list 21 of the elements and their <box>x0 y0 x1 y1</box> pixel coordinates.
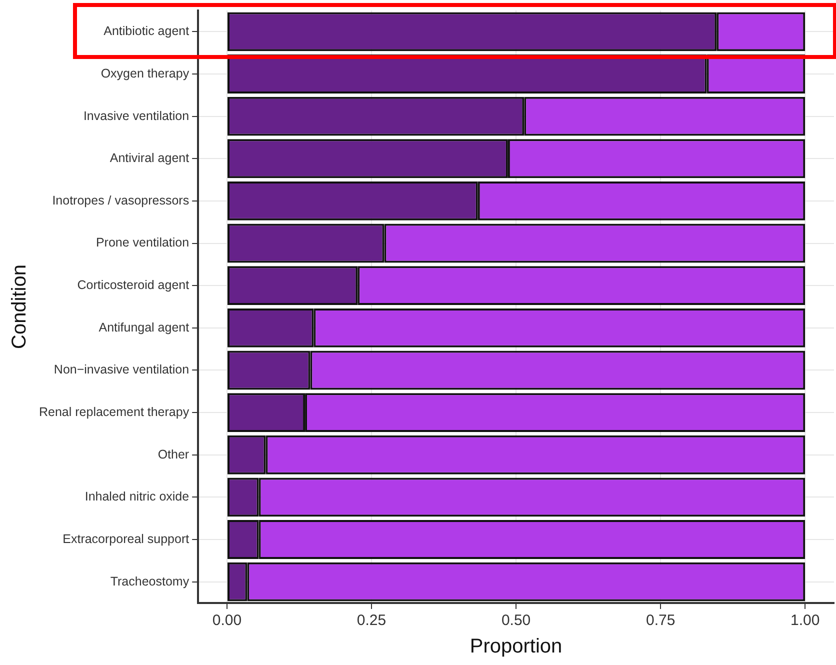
y-tick-label: Extracorporeal support <box>62 532 190 546</box>
y-tick-label: Antibiotic agent <box>104 24 190 38</box>
x-tick-label: 0.75 <box>646 612 676 630</box>
y-tick-label: Antifungal agent <box>98 320 190 334</box>
x-axis-title: Proportion <box>470 636 562 658</box>
y-axis-title: Condition <box>8 264 31 350</box>
y-tick-label: Oxygen therapy <box>100 66 190 80</box>
x-tick-label: 0.00 <box>212 612 242 630</box>
x-tick-label: 0.25 <box>356 612 386 630</box>
y-tick-label: Tracheostomy <box>110 574 190 588</box>
y-tick-label: Renal replacement therapy <box>38 405 190 420</box>
y-tick-label: Inhaled nitric oxide <box>84 490 190 504</box>
y-tick-label: Prone ventilation <box>96 236 190 250</box>
y-tick-label: Corticosteroid agent <box>77 278 190 292</box>
y-tick-label: Other <box>158 447 190 462</box>
y-tick-label: Non−invasive ventilation <box>54 362 190 377</box>
y-tick-label: Invasive ventilation <box>83 108 190 123</box>
y-tick-label: Inotropes / vasopressors <box>52 193 190 208</box>
x-tick-label: 0.50 <box>501 612 531 630</box>
x-tick-label: 1.00 <box>790 612 820 630</box>
y-tick-label: Antiviral agent <box>110 151 190 166</box>
